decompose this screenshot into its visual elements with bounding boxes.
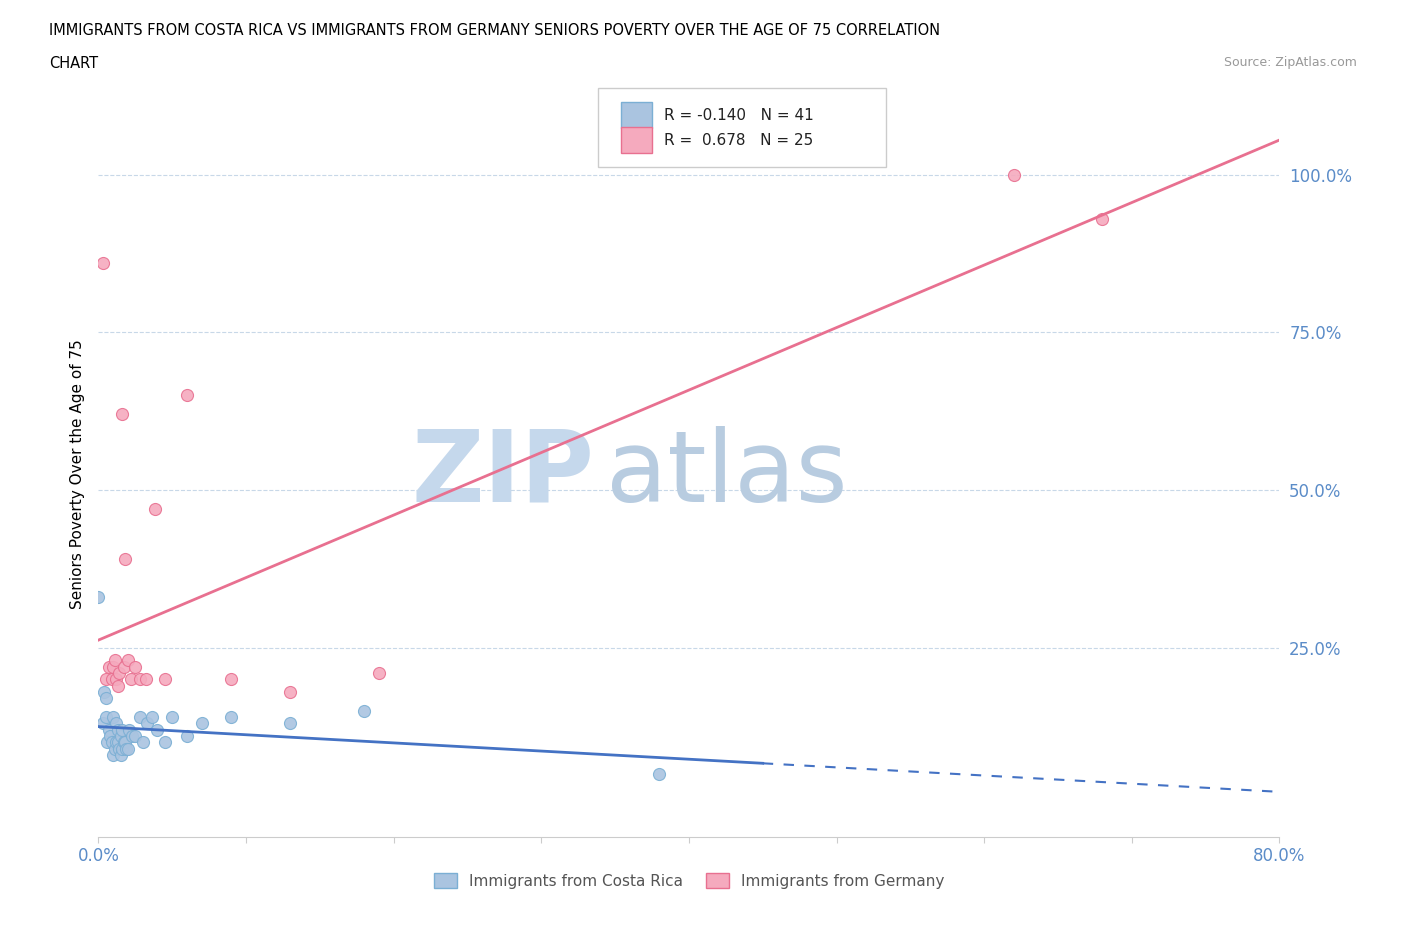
Point [1002, 167, 1025, 182]
Point [105, 671, 128, 686]
Y-axis label: Seniors Poverty Over the Age of 75: Seniors Poverty Over the Age of 75 [69, 339, 84, 609]
Point [108, 666, 131, 681]
Point [114, 735, 136, 750]
Point [111, 741, 134, 756]
Point [143, 501, 166, 516]
Point [368, 666, 391, 681]
Point [136, 716, 159, 731]
Point [107, 678, 129, 693]
Point [128, 710, 150, 724]
Text: ZIP: ZIP [412, 426, 595, 523]
Point [107, 723, 129, 737]
Point [117, 741, 139, 756]
Point [115, 741, 138, 756]
Point [353, 703, 375, 718]
Point [103, 748, 125, 763]
Point [105, 735, 128, 750]
Point [91, 256, 114, 271]
Point [94, 671, 117, 686]
Text: IMMIGRANTS FROM COSTA RICA VS IMMIGRANTS FROM GERMANY SENIORS POVERTY OVER THE A: IMMIGRANTS FROM COSTA RICA VS IMMIGRANTS… [49, 23, 941, 38]
Point [97, 723, 120, 737]
Text: atlas: atlas [606, 426, 848, 523]
Point [94, 710, 117, 724]
Point [162, 710, 183, 724]
Point [1091, 211, 1114, 226]
Point [221, 671, 243, 686]
Point [153, 671, 176, 686]
Point [141, 710, 163, 724]
Point [176, 388, 198, 403]
Point [118, 723, 141, 737]
Point [124, 659, 146, 674]
Point [648, 766, 671, 781]
Point [103, 710, 125, 724]
Text: R = -0.140   N = 41: R = -0.140 N = 41 [664, 108, 814, 123]
Point [114, 552, 136, 567]
Point [111, 723, 134, 737]
Point [132, 735, 155, 750]
Point [280, 684, 302, 699]
Point [105, 716, 128, 731]
Point [135, 671, 157, 686]
Point [87, 590, 110, 604]
Point [104, 741, 127, 756]
Point [107, 735, 129, 750]
Point [91, 716, 114, 731]
Point [221, 710, 243, 724]
Point [103, 659, 125, 674]
Point [112, 659, 135, 674]
Point [104, 653, 127, 668]
Point [176, 728, 198, 743]
Point [112, 735, 135, 750]
Point [110, 748, 132, 763]
Point [124, 728, 146, 743]
Point [98, 728, 121, 743]
Point [108, 741, 131, 756]
Point [128, 671, 150, 686]
Point [120, 671, 142, 686]
Point [111, 407, 134, 422]
Point [97, 659, 120, 674]
Text: CHART: CHART [49, 56, 98, 71]
Point [94, 691, 117, 706]
Point [280, 716, 302, 731]
Point [153, 735, 176, 750]
Point [117, 653, 139, 668]
Point [110, 728, 132, 743]
Point [100, 671, 122, 686]
Point [146, 723, 169, 737]
Point [100, 735, 122, 750]
Text: R =  0.678   N = 25: R = 0.678 N = 25 [664, 133, 813, 148]
Point [96, 735, 118, 750]
Point [93, 684, 115, 699]
Text: Source: ZipAtlas.com: Source: ZipAtlas.com [1223, 56, 1357, 69]
Point [191, 716, 214, 731]
Legend: Immigrants from Costa Rica, Immigrants from Germany: Immigrants from Costa Rica, Immigrants f… [427, 867, 950, 895]
Point [121, 728, 143, 743]
